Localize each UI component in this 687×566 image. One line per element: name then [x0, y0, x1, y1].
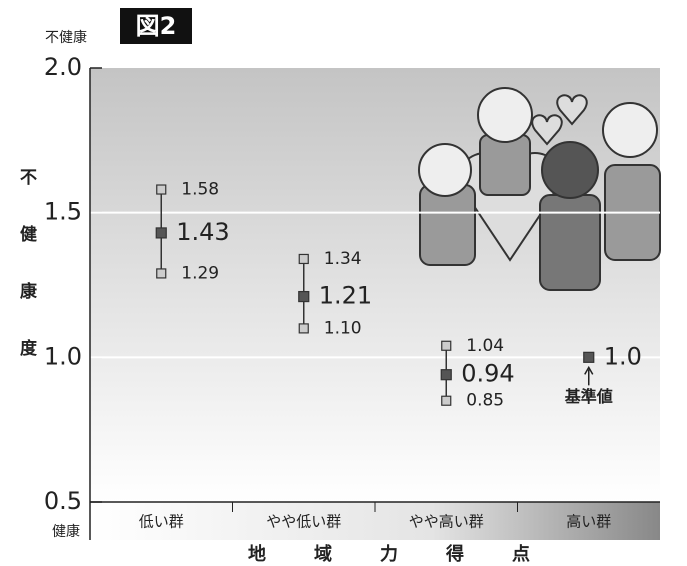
lower-label: 1.10 [324, 318, 362, 338]
y-tick-label: 1.5 [44, 198, 82, 226]
x-tick-label: やや低い群 [266, 513, 341, 531]
y-tick-label: 1.0 [44, 342, 82, 370]
x-tick-label: 低い群 [139, 513, 184, 531]
lower-marker [442, 396, 451, 405]
upper-marker [299, 254, 308, 263]
y-axis-label: 不健康度 [14, 168, 39, 396]
x-tick-label: 高い群 [566, 513, 611, 531]
page: 図2 不健康 健康 0.5 1.0 1.5 2.0 低い群 1.29 1.58 1.43 やや低… [0, 0, 687, 566]
upper-marker [157, 185, 166, 194]
value-label: 0.94 [461, 360, 514, 388]
annotation: 基準値 [564, 387, 613, 406]
y-tick-label: 2.0 [44, 53, 82, 81]
top-label: 不健康 [45, 29, 87, 46]
bottom-label: 健康 [52, 523, 80, 540]
y-tick-label: 0.5 [44, 487, 82, 515]
value-marker [441, 370, 451, 380]
upper-label: 1.34 [324, 249, 362, 269]
lower-label: 0.85 [466, 391, 504, 411]
value-label: 1.43 [176, 218, 229, 246]
value-label: 1.21 [319, 282, 372, 310]
upper-label: 1.04 [466, 336, 504, 356]
x-axis-label: 地域力得点 [248, 540, 578, 566]
value-label: 1.0 [604, 342, 642, 370]
chart: 図2 不健康 健康 0.5 1.0 1.5 2.0 低い群 1.29 1.58 1.43 やや低… [0, 0, 687, 566]
value-marker [584, 352, 594, 362]
value-marker [299, 292, 309, 302]
lower-marker [299, 324, 308, 333]
lower-label: 1.29 [181, 263, 219, 283]
lower-marker [157, 269, 166, 278]
x-tick-label: やや高い群 [409, 513, 484, 531]
badge: 図2 [136, 12, 177, 40]
upper-label: 1.58 [181, 180, 219, 200]
upper-marker [442, 341, 451, 350]
value-marker [156, 228, 166, 238]
